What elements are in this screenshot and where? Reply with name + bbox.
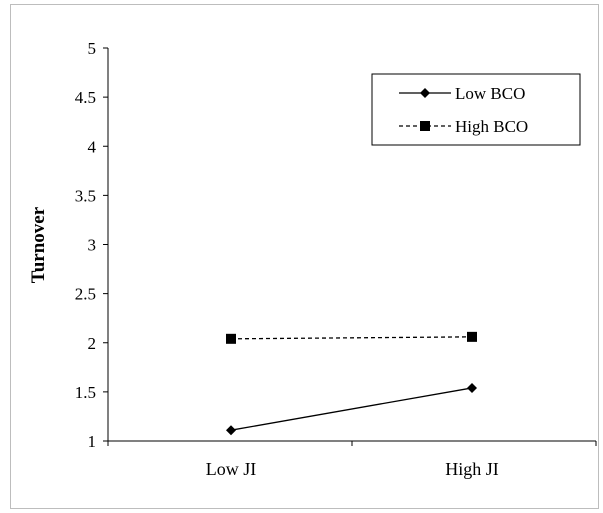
y-tick-label: 4.5	[75, 88, 96, 107]
legend-label: High BCO	[455, 117, 528, 136]
x-tick-label: Low JI	[206, 459, 257, 479]
data-point-diamond	[226, 425, 236, 436]
y-tick-label: 1	[88, 432, 97, 451]
data-point-square	[226, 333, 236, 344]
legend-marker-diamond	[420, 88, 430, 98]
y-axis: 1 1.5 2 2.5 3 3.5 4 4.5 5	[75, 39, 109, 451]
y-tick-label: 2	[88, 334, 97, 353]
y-tick-label: 4	[88, 137, 97, 156]
series-line	[230, 336, 473, 340]
series-low-bco	[226, 382, 477, 436]
y-tick-label: 5	[88, 39, 97, 58]
legend-label: Low BCO	[455, 84, 525, 103]
legend-box	[371, 73, 581, 146]
x-tick-label: High JI	[445, 459, 499, 479]
legend: Low BCO High BCO	[371, 73, 581, 146]
series-layer	[226, 331, 477, 436]
data-point-square	[467, 331, 477, 342]
y-tick-label: 3.5	[75, 186, 96, 205]
y-axis-label: Turnover	[28, 206, 49, 283]
x-axis: Low JI High JI	[107, 440, 597, 479]
y-tick-label: 3	[88, 236, 97, 255]
y-tick-label: 1.5	[75, 383, 96, 402]
series-high-bco	[226, 331, 477, 344]
legend-marker-square	[420, 121, 430, 131]
y-tick-label: 2.5	[75, 285, 96, 304]
data-point-diamond	[467, 382, 477, 393]
series-line	[230, 387, 473, 431]
